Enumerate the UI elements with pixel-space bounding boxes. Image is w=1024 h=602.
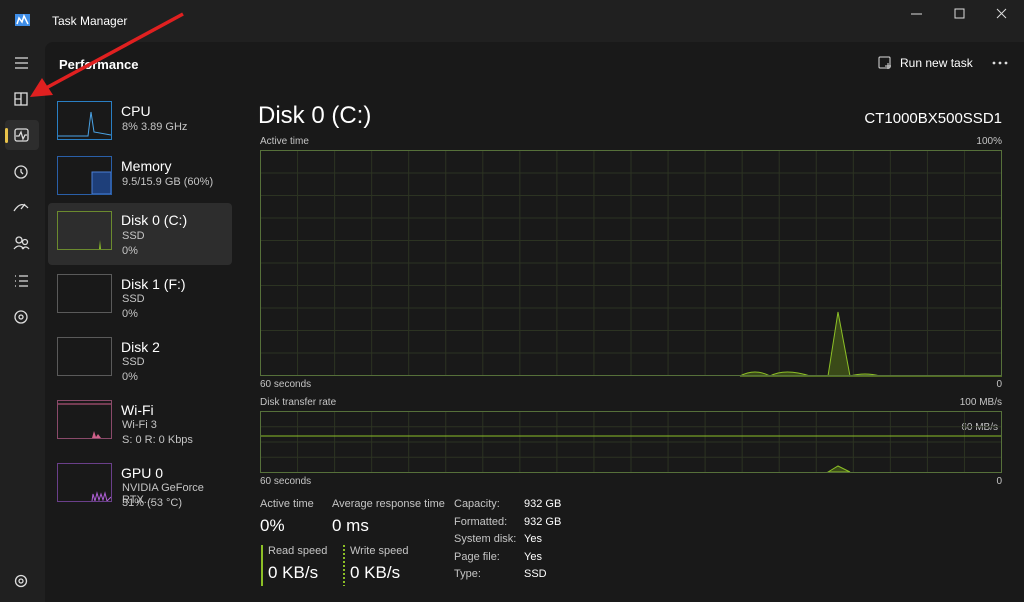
device-item[interactable]: Wi-Fi Wi-Fi 3 S: 0 R: 0 Kbps xyxy=(48,399,232,454)
settings-icon[interactable] xyxy=(14,574,28,588)
thumb-graph xyxy=(58,111,111,137)
property-label: Type: xyxy=(454,568,481,580)
device-line2: S: 0 R: 0 Kbps xyxy=(122,434,193,446)
property-label: Formatted: xyxy=(454,515,508,528)
stat-label: Read speed xyxy=(268,545,328,557)
processes-icon[interactable] xyxy=(14,92,28,106)
device-line1: SSD xyxy=(122,356,145,368)
thumb-graph xyxy=(91,491,111,501)
device-item[interactable]: Disk 1 (F:) SSD 0% xyxy=(48,273,232,328)
device-line1: SSD xyxy=(122,293,145,305)
graph2-grid xyxy=(261,412,1001,472)
details-icon[interactable] xyxy=(15,275,28,287)
device-line1: Wi-Fi 3 xyxy=(122,419,157,431)
users-icon[interactable] xyxy=(13,236,30,250)
device-line2: 0% xyxy=(122,308,138,320)
graph1-label: Active time xyxy=(260,136,309,147)
device-line1: 9.5/15.9 GB (60%) xyxy=(122,176,214,188)
property-label: System disk: xyxy=(454,533,517,545)
graph1-min: 0 xyxy=(996,379,1002,390)
graph1-time: 60 seconds xyxy=(260,379,312,390)
stat-value: 0 ms xyxy=(332,516,369,535)
property-label: Page file: xyxy=(454,550,500,563)
window-controls[interactable] xyxy=(911,8,1007,19)
nav-bar xyxy=(5,57,39,588)
device-name: Wi-Fi xyxy=(121,402,154,418)
device-line2: 0% xyxy=(122,245,138,257)
thumbnail xyxy=(57,400,112,439)
device-item[interactable]: GPU 0 NVIDIA GeForce RTX... 31% (53 °C) xyxy=(48,462,232,517)
history-icon[interactable] xyxy=(14,165,28,179)
graph2-max: 100 MB/s xyxy=(959,397,1002,408)
thumbnail xyxy=(57,156,112,195)
device-name: Memory xyxy=(121,158,172,174)
graph2-time: 60 seconds xyxy=(260,476,312,487)
app-icon xyxy=(15,14,30,26)
device-name: Disk 1 (F:) xyxy=(121,276,186,292)
property-value: Yes xyxy=(524,550,542,563)
performance-icon[interactable] xyxy=(14,128,29,142)
services-icon[interactable] xyxy=(14,310,28,324)
window-title: Task Manager xyxy=(52,14,128,28)
graph2-frame xyxy=(260,411,1002,473)
thumbnail xyxy=(57,101,112,140)
device-line2: 31% (53 °C) xyxy=(122,497,183,509)
nav-indicator xyxy=(5,128,8,143)
property-value: Yes xyxy=(524,533,542,545)
device-item[interactable]: Disk 2 SSD 0% xyxy=(48,336,232,391)
graph2-marker: 60 MB/s xyxy=(961,422,998,433)
thumbnail xyxy=(57,274,112,313)
disk-model: CT1000BX500SSD1 xyxy=(864,110,1002,127)
stat-label: Average response time xyxy=(332,498,445,510)
stat-value: 0 KB/s xyxy=(350,563,401,582)
graph1-max: 100% xyxy=(976,136,1002,147)
device-name: CPU xyxy=(121,103,151,119)
stat-value: 0 KB/s xyxy=(268,563,319,582)
graph1-grid xyxy=(261,151,1001,375)
graph2-label: Disk transfer rate xyxy=(260,397,337,408)
graph2-min: 0 xyxy=(996,476,1002,487)
header-icons xyxy=(878,56,1008,69)
device-line1: SSD xyxy=(122,230,145,242)
graph2-activity xyxy=(826,465,851,473)
device-name: GPU 0 xyxy=(121,465,164,481)
thumbnail xyxy=(57,337,112,376)
thumb-graph xyxy=(58,403,111,438)
more-button[interactable] xyxy=(992,61,1008,65)
property-value: 932 GB xyxy=(524,515,562,528)
property-value: SSD xyxy=(524,568,547,580)
thumb-graph xyxy=(91,171,111,194)
thumbnail xyxy=(57,211,112,250)
device-item[interactable]: Memory 9.5/15.9 GB (60%) xyxy=(48,155,232,197)
device-item-selected[interactable]: Disk 0 (C:) SSD 0% xyxy=(48,203,232,265)
device-line2: 0% xyxy=(122,371,138,383)
content-panel xyxy=(45,42,1024,602)
run-new-task-button[interactable]: Run new task xyxy=(900,56,973,70)
page-title: Performance xyxy=(59,57,139,72)
graph1-activity xyxy=(739,311,1002,377)
menu-icon[interactable] xyxy=(15,57,28,69)
device-item[interactable]: CPU 8% 3.89 GHz xyxy=(48,100,232,150)
run-task-icon[interactable] xyxy=(878,56,891,69)
annotation-arrow xyxy=(30,12,184,97)
property-label: Capacity: xyxy=(454,498,500,510)
device-name: Disk 2 xyxy=(121,339,160,355)
stat-label: Write speed xyxy=(350,545,409,557)
detail-title: Disk 0 (C:) xyxy=(258,102,372,129)
thumb-graph xyxy=(99,240,101,249)
device-name: Disk 0 (C:) xyxy=(121,212,188,228)
graph1-frame xyxy=(260,150,1002,376)
device-line1: 8% 3.89 GHz xyxy=(122,121,188,133)
startup-icon[interactable] xyxy=(13,203,29,212)
device-line1: NVIDIA GeForce RTX... xyxy=(122,482,204,506)
stat-value: 0% xyxy=(260,516,285,535)
stat-label: Active time xyxy=(260,498,314,510)
thumbnail xyxy=(57,463,112,502)
property-value: 932 GB xyxy=(524,498,562,510)
